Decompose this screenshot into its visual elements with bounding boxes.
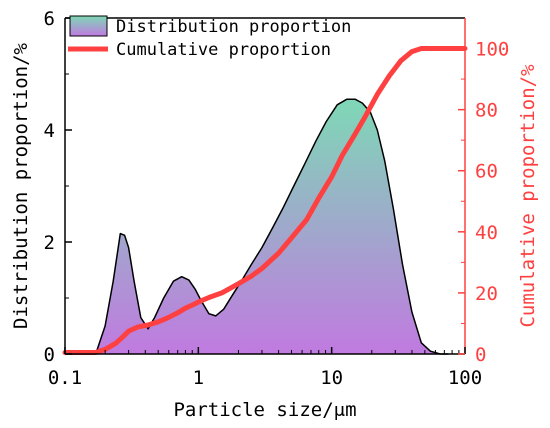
- plot-area: [62, 46, 468, 355]
- x-tick-label: 1: [193, 367, 204, 389]
- x-tick-label: 10: [320, 367, 343, 389]
- cumulative-line: [62, 46, 468, 355]
- y-tick-label: 2: [44, 232, 55, 254]
- y2-tick-label: 0: [475, 344, 486, 366]
- legend-label-distribution: Distribution proportion: [116, 17, 351, 37]
- y2-axis-title: Cumulative proportion/%: [517, 64, 539, 328]
- y2-tick-label: 100: [475, 39, 509, 61]
- legend-label-cumulative: Cumulative proportion: [116, 40, 331, 60]
- legend: Distribution proportion Cumulative propo…: [68, 15, 351, 60]
- x-tick-label: 100: [448, 367, 482, 389]
- y-tick-label: 0: [44, 344, 55, 366]
- distribution-area: [95, 99, 449, 354]
- distribution-outline: [94, 98, 449, 355]
- y2-tick-label: 60: [475, 161, 498, 183]
- y-tick-label: 4: [44, 120, 55, 142]
- y2-tick-label: 40: [475, 222, 498, 244]
- y2-tick-label: 80: [475, 100, 498, 122]
- y2-tick-label: 20: [475, 283, 498, 305]
- y-axis-title: Distribution proportion/%: [10, 42, 32, 329]
- x-tick-label: 0.1: [48, 367, 82, 389]
- y-tick-label: 6: [44, 8, 55, 30]
- legend-swatch-distribution: [69, 15, 108, 37]
- x-axis-title: Particle size/μm: [173, 399, 356, 421]
